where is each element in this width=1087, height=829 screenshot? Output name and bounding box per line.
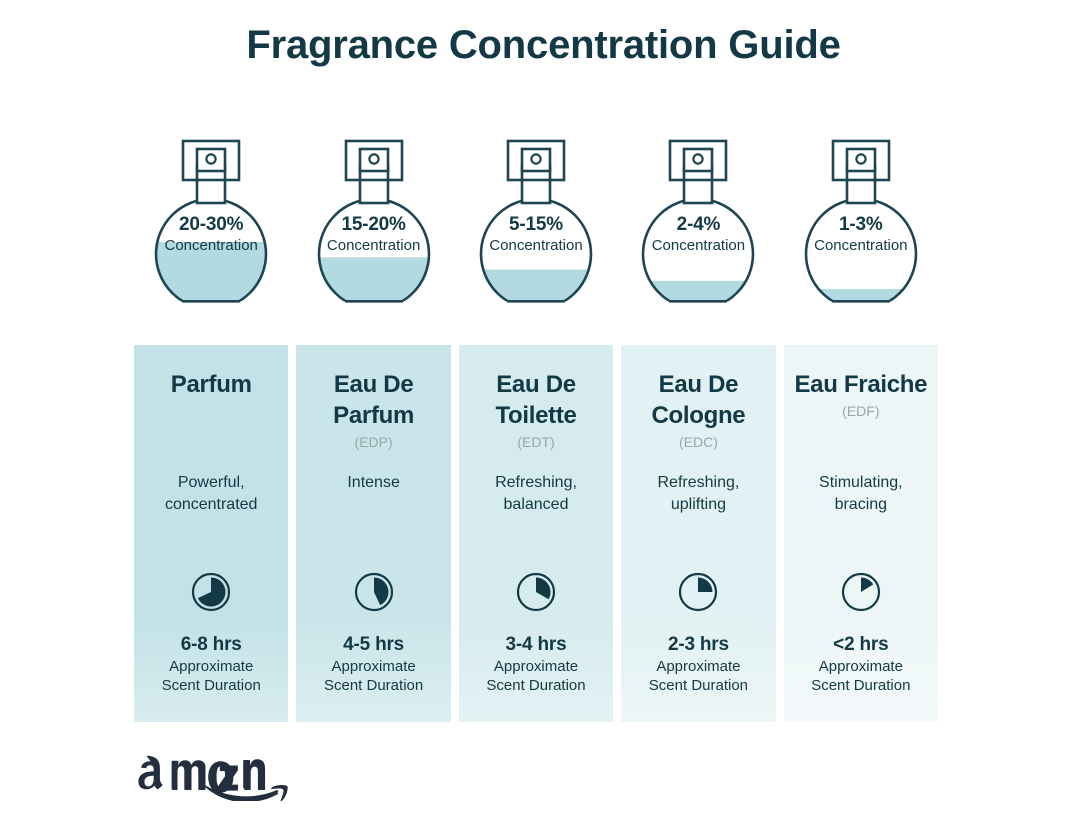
fragrance-column-4[interactable]: Eau De Cologne (EDC) Refreshing, uplifting 2… (621, 345, 776, 722)
bottle-1: 20-30% Concentration (134, 136, 288, 336)
duration-caption-line-1: Approximate (656, 658, 741, 675)
duration-caption-line-2: Scent Duration (811, 677, 911, 694)
fragrance-abbreviation: (EDT) (517, 434, 555, 450)
comparison-panels: Parfum Powerful, concentrated 6-8 hrs Approx… (134, 345, 939, 722)
page-title: Fragrance Concentration Guide (246, 23, 841, 67)
duration-hours: <2 hrs (833, 634, 889, 655)
description-line-1: Stimulating, (819, 474, 903, 491)
clock-pie-icon (516, 572, 556, 612)
bottle-5: 1-3% Concentration (784, 136, 938, 336)
duration-caption-line-1: Approximate (493, 658, 579, 675)
duration-hours: 6-8 hrs (180, 634, 242, 655)
duration-clock-wrapper (134, 572, 288, 612)
fragrance-abbreviation: (EDC) (678, 434, 718, 450)
clock-pie-icon (192, 572, 231, 612)
fragrance-name: Eau Fraiche (794, 371, 928, 398)
fragrance-description: Powerful, concentrated (134, 472, 288, 516)
description-line-1: Intense (347, 474, 400, 491)
description-line-2: bracing (834, 496, 888, 513)
perfume-bottle-icon (804, 139, 918, 303)
clock-pie-icon (354, 572, 393, 612)
fragrance-name: Eau De Parfum (333, 371, 415, 429)
fragrance-description: Intense (296, 472, 450, 494)
fragrance-column-1[interactable]: Parfum Powerful, concentrated 6-8 hrs Approx… (134, 345, 289, 722)
bottle-2: 15-20% Concentration (296, 136, 450, 336)
duration-hours: 2-3 hrs (667, 634, 729, 655)
description-line-2: uplifting (670, 496, 726, 513)
fragrance-abbreviation: (EDP) (354, 434, 393, 450)
clock-pie-icon (679, 572, 718, 612)
scent-duration: <2 hrs Approximate Scent Duration (784, 633, 938, 695)
description-line-2: balanced (503, 496, 569, 513)
description-line-1: Powerful, (177, 474, 245, 491)
fragrance-abbreviation: (EDF) (842, 403, 880, 419)
fragrance-name: Eau De Toilette (495, 371, 577, 429)
scent-duration: 3-4 hrs Approximate Scent Duration (459, 633, 613, 695)
duration-hours: 3-4 hrs (505, 634, 567, 655)
duration-hours: 4-5 hrs (343, 634, 405, 655)
fragrance-description: Refreshing, uplifting (621, 472, 775, 516)
duration-clock-wrapper (784, 572, 938, 612)
fragrance-column-3[interactable]: Eau De Toilette (EDT) Refreshing, balanced 3… (458, 345, 614, 722)
duration-caption-line-2: Scent Duration (161, 677, 261, 694)
fragrance-description: Stimulating, bracing (784, 472, 938, 516)
bottle-4: 2-4% Concentration (621, 136, 775, 336)
fragrance-abbreviation (134, 401, 288, 421)
description-line-2: concentrated (164, 496, 258, 513)
description-line-1: Refreshing, (495, 474, 577, 491)
duration-clock-wrapper (621, 572, 775, 612)
duration-clock-wrapper (296, 572, 450, 612)
duration-caption-line-2: Scent Duration (323, 677, 424, 694)
amazon-logo (133, 745, 293, 803)
duration-caption-line-1: Approximate (169, 658, 254, 675)
fragrance-name: Eau De Cologne (651, 371, 746, 429)
perfume-bottle-icon (479, 139, 593, 303)
duration-caption-line-2: Scent Duration (648, 677, 749, 694)
duration-clock-wrapper (459, 572, 613, 612)
fragrance-name: Parfum (170, 371, 252, 398)
fragrance-column-2[interactable]: Eau De Parfum (EDP) Intense 4-5 hrs Approxim… (296, 345, 451, 722)
perfume-bottle-icon (642, 139, 755, 303)
clock-pie-icon (841, 572, 880, 612)
scent-duration: 2-3 hrs Approximate Scent Duration (621, 633, 775, 695)
bottle-3: 5-15% Concentration (459, 136, 613, 336)
fragrance-column-5[interactable]: Eau Fraiche (EDF) Stimulating, bracing <2 hr… (783, 345, 939, 722)
fragrance-description: Refreshing, balanced (459, 472, 613, 516)
duration-caption-line-2: Scent Duration (486, 677, 586, 694)
scent-duration: 6-8 hrs Approximate Scent Duration (134, 633, 288, 695)
bottle-row: 20-30% Concentration 15-20% Concentration 5-… (134, 136, 938, 336)
duration-caption-line-1: Approximate (331, 658, 416, 675)
scent-duration: 4-5 hrs Approximate Scent Duration (296, 633, 450, 695)
description-line-1: Refreshing, (657, 474, 740, 491)
perfume-bottle-icon (317, 139, 430, 303)
perfume-bottle-icon (154, 139, 268, 303)
duration-caption-line-1: Approximate (818, 658, 903, 675)
